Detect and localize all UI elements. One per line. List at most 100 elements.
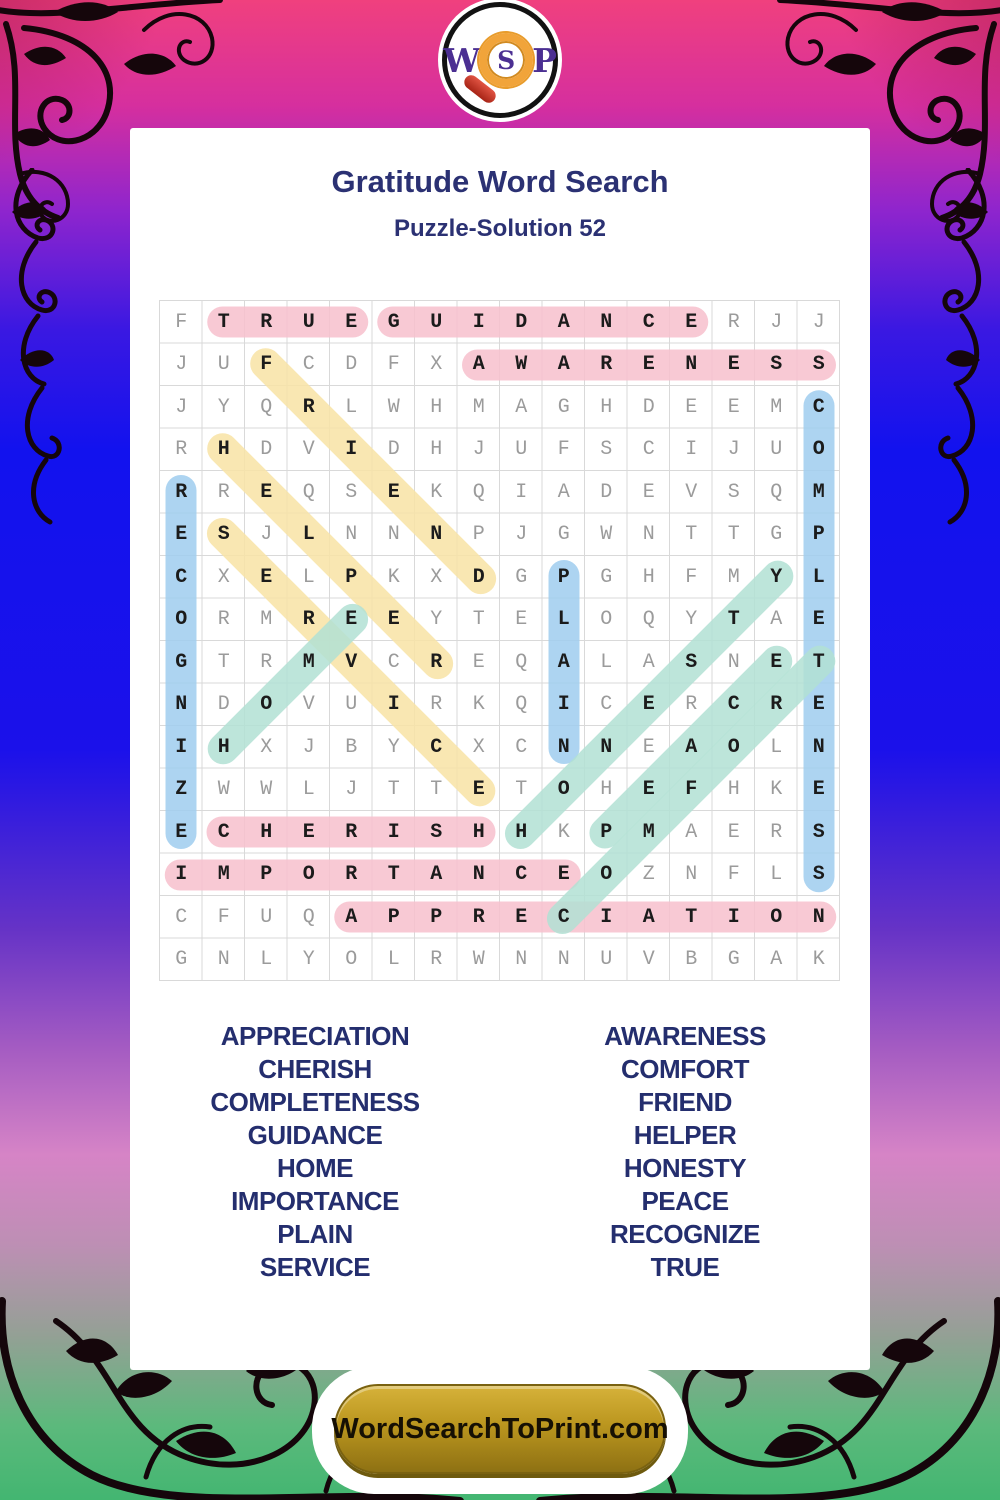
grid-letter: D — [515, 310, 528, 334]
grid-letter: E — [557, 863, 570, 887]
grid-letter: W — [600, 523, 613, 547]
grid-letter: C — [515, 863, 528, 887]
grid-letter: L — [557, 608, 570, 632]
grid-letter: R — [175, 438, 188, 462]
grid-letter: H — [217, 438, 230, 462]
grid-letter: M — [770, 395, 783, 419]
grid-letter: G — [557, 523, 570, 547]
grid-letter: R — [217, 480, 230, 504]
grid-letter: A — [515, 395, 528, 419]
grid-letter: K — [557, 820, 570, 844]
grid-letter: A — [557, 650, 570, 674]
grid-letter: N — [685, 863, 698, 887]
grid-letter: H — [600, 778, 613, 802]
grid-letter: E — [642, 778, 655, 802]
logo-letter-p: P — [532, 40, 557, 80]
grid-letter: J — [175, 353, 188, 377]
grid-letter: O — [600, 863, 613, 887]
grid-letter: S — [217, 523, 230, 547]
grid-letter: Q — [302, 480, 315, 504]
grid-letter: C — [727, 693, 740, 717]
grid-letter: H — [260, 820, 273, 844]
grid-letter: D — [260, 438, 273, 462]
website-link-button[interactable]: WordSearchToPrint.com — [331, 1384, 669, 1474]
grid-letter: J — [770, 310, 783, 334]
word-list-item: COMFORT — [621, 1054, 749, 1084]
grid-letter: K — [430, 480, 443, 504]
grid-letter: L — [260, 948, 273, 972]
grid-letter: T — [472, 608, 485, 632]
grid-letter: G — [175, 948, 188, 972]
grid-letter: Y — [430, 608, 443, 632]
word-list: APPRECIATION CHERISH COMPLETENESS GUIDAN… — [130, 1020, 870, 1284]
grid-letter: F — [685, 778, 698, 802]
grid-letter: G — [770, 523, 783, 547]
grid-letter: T — [217, 310, 230, 334]
grid-letter: R — [685, 693, 698, 717]
grid-letter: F — [387, 353, 400, 377]
logo-letter-s: S — [497, 45, 516, 75]
grid-letter: E — [515, 905, 528, 929]
grid-letter: E — [387, 480, 400, 504]
grid-letter: E — [727, 353, 740, 377]
grid-letter: R — [260, 650, 273, 674]
side-flourish-ornament — [938, 168, 1000, 528]
grid-letter: J — [302, 735, 315, 759]
grid-letter: L — [302, 565, 315, 589]
grid-letter: N — [345, 523, 358, 547]
grid-letter: N — [217, 948, 230, 972]
grid-letter: R — [175, 480, 188, 504]
grid-letter: C — [430, 735, 443, 759]
grid-letter: D — [642, 395, 655, 419]
grid-letter: F — [727, 863, 740, 887]
page-subtitle: Puzzle-Solution 52 — [393, 215, 606, 242]
grid-letter: R — [430, 948, 443, 972]
grid-letter: H — [515, 820, 528, 844]
grid-letter: N — [472, 863, 485, 887]
grid-letter: D — [387, 438, 400, 462]
word-list-item: CHERISH — [258, 1054, 372, 1084]
grid-letter: L — [302, 523, 315, 547]
grid-letter: W — [260, 778, 273, 802]
grid-letter: C — [217, 820, 230, 844]
grid-letter: R — [302, 395, 315, 419]
word-list-item: HELPER — [633, 1120, 737, 1150]
grid-letter: S — [727, 480, 740, 504]
grid-letter: N — [175, 693, 188, 717]
grid-letter: G — [727, 948, 740, 972]
highlight-layer — [160, 301, 842, 981]
grid-letter: C — [642, 438, 655, 462]
grid-letter: Q — [770, 480, 783, 504]
grid-letter: A — [430, 863, 443, 887]
grid-letter: T — [515, 778, 528, 802]
grid-letter: C — [642, 310, 655, 334]
puzzle-card: Gratitude Word Search Puzzle-Solution 52… — [130, 128, 870, 1370]
grid-letter: R — [472, 905, 485, 929]
word-list-right-column: AWARENESS COMFORT FRIEND HELPER HONESTY … — [500, 1020, 870, 1284]
grid-letter: U — [260, 905, 273, 929]
grid-letter: O — [302, 863, 315, 887]
grid-letter: D — [600, 480, 613, 504]
grid-letter: V — [302, 693, 315, 717]
grid-letter: O — [600, 608, 613, 632]
grid-letter: E — [302, 820, 315, 844]
logo-letter-w: W — [443, 40, 481, 80]
grid-letter: O — [812, 438, 825, 462]
grid-letter: Y — [217, 395, 230, 419]
grid-letter: E — [260, 565, 273, 589]
grid-letter: A — [770, 948, 783, 972]
grid-letter: E — [472, 778, 485, 802]
grid-letter: Z — [642, 863, 655, 887]
grid-letter: M — [727, 565, 740, 589]
grid-letter: F — [685, 565, 698, 589]
grid-letter: M — [260, 608, 273, 632]
grid-letter: A — [770, 608, 783, 632]
grid-letter: S — [345, 480, 358, 504]
grid-letter: C — [557, 905, 570, 929]
grid-letter: Y — [302, 948, 315, 972]
grid-letter: P — [345, 565, 358, 589]
grid-letter: E — [727, 820, 740, 844]
grid-letter: L — [600, 650, 613, 674]
grid-letter: R — [770, 693, 783, 717]
grid-letter: E — [175, 820, 188, 844]
